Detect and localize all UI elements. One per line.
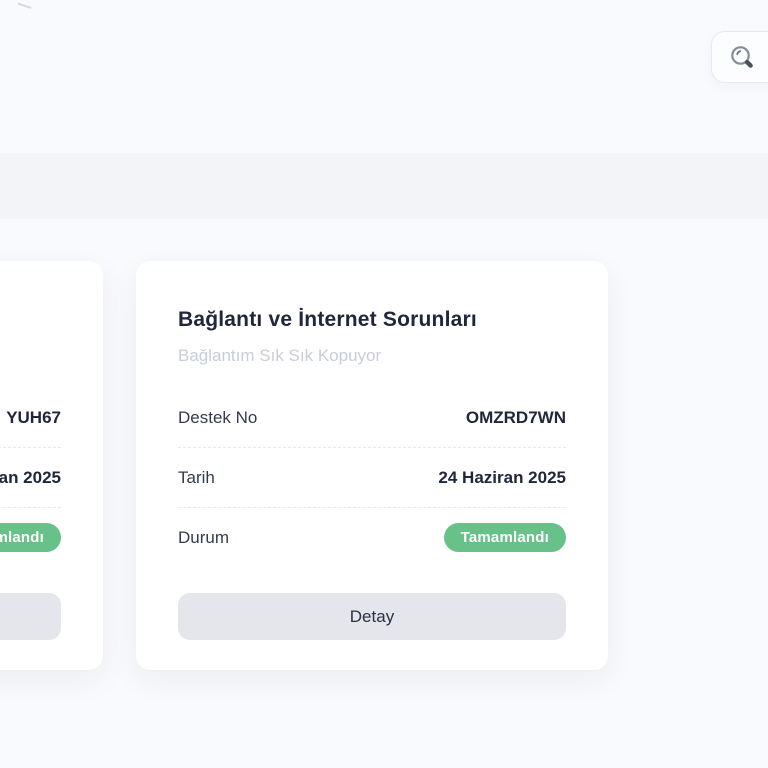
ticket-card: Bağlantı ve İnternet Sorunları Bağlantım…	[136, 261, 608, 670]
support-no-value: OMZRD7WN	[465, 407, 566, 427]
search-button[interactable]	[711, 31, 768, 83]
ticket-card-partial: YUH67 an 2025 Tamamlandı	[0, 261, 103, 670]
status-badge: Tamamlandı	[443, 523, 566, 552]
date-label: Tarih	[178, 467, 215, 487]
row-divider	[0, 507, 61, 508]
detail-button[interactable]	[0, 593, 61, 640]
row-divider	[0, 447, 61, 448]
date-row: an 2025	[0, 448, 61, 507]
header-band	[0, 153, 768, 219]
ticket-subtitle	[0, 345, 61, 366]
search-icon	[731, 46, 753, 68]
date-value: an 2025	[0, 467, 61, 487]
status-label: Durum	[178, 527, 230, 547]
support-no-row: YUH67	[0, 388, 61, 447]
row-divider	[178, 447, 566, 448]
status-row: Tamamlandı	[0, 508, 61, 567]
date-row: Tarih 24 Haziran 2025	[178, 448, 566, 507]
status-badge: Tamamlandı	[0, 523, 61, 552]
clipped-element-mark	[17, 0, 35, 9]
ticket-subtitle: Bağlantım Sık Sık Kopuyor	[178, 346, 382, 365]
status-row: Durum Tamamlandı	[178, 508, 566, 567]
support-no-label: Destek No	[178, 407, 258, 427]
support-no-row: Destek No OMZRD7WN	[178, 388, 566, 447]
ticket-title: Bağlantı ve İnternet Sorunları	[178, 308, 477, 331]
date-value: 24 Haziran 2025	[438, 467, 566, 487]
detail-button[interactable]: Detay	[178, 593, 566, 640]
row-divider	[178, 507, 566, 508]
support-no-value: YUH67	[6, 407, 61, 427]
ticket-title	[0, 307, 61, 332]
